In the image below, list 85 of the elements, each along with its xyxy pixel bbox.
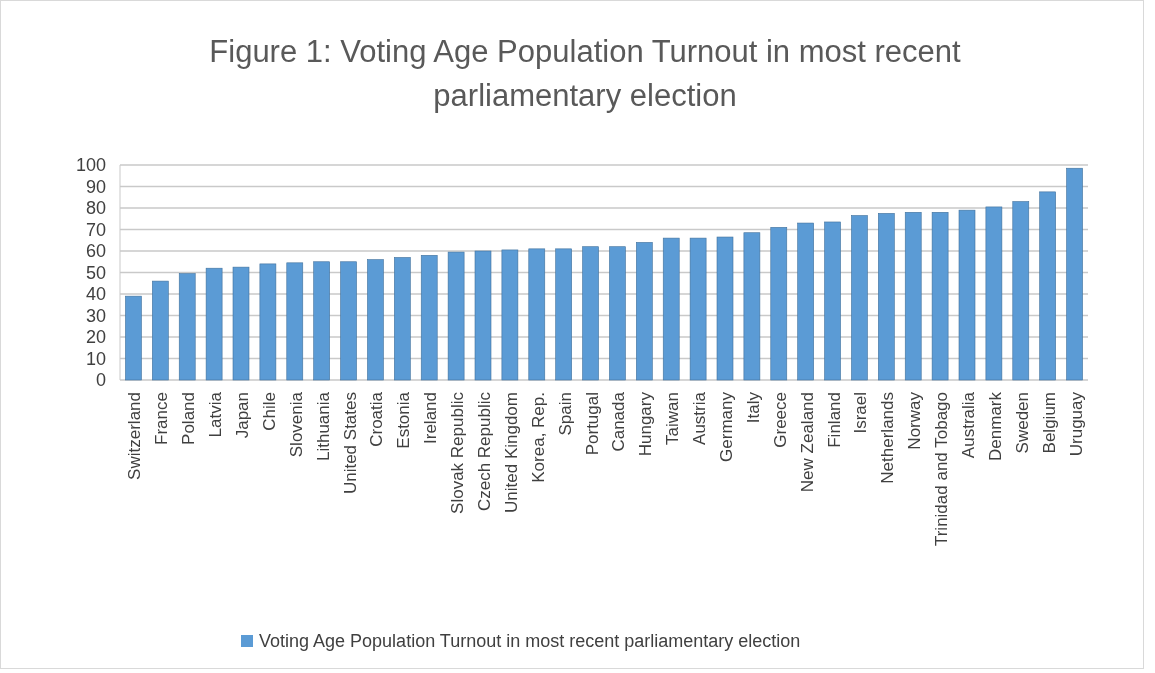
bar — [770, 227, 788, 381]
bar — [152, 280, 169, 381]
y-tick-label: 30 — [85, 305, 106, 326]
y-tick-label: 40 — [85, 284, 106, 305]
x-tick-label: United Kingdom — [501, 392, 521, 513]
bar — [851, 215, 868, 381]
x-tick-label: Lithuania — [313, 391, 333, 462]
bar — [474, 250, 492, 381]
x-tick-label: Israel — [851, 392, 871, 434]
x-tick-label: Portugal — [582, 392, 602, 456]
bar — [259, 263, 277, 381]
bar — [555, 248, 572, 381]
bar — [501, 249, 519, 381]
y-tick-label: 90 — [85, 176, 106, 197]
bar — [313, 261, 330, 381]
x-tick-label: Ireland — [421, 392, 441, 444]
x-tick-label: New Zealand — [797, 392, 817, 493]
y-tick-label: 70 — [85, 219, 106, 240]
x-tick-label: Australia — [958, 391, 978, 459]
bar — [1066, 167, 1083, 381]
x-tick-label: Netherlands — [878, 392, 898, 484]
bar — [125, 295, 142, 381]
bar — [797, 222, 814, 381]
y-tick-label: 10 — [85, 348, 106, 369]
x-tick-label: Finland — [824, 392, 844, 448]
y-tick-label: 60 — [85, 241, 106, 262]
bar — [447, 251, 465, 381]
x-tick-label: Spain — [555, 392, 575, 436]
bar — [1039, 191, 1056, 381]
bar — [420, 255, 438, 381]
bar — [367, 259, 384, 381]
bar — [178, 273, 196, 381]
bar — [716, 236, 734, 381]
y-tick-label: 50 — [85, 262, 106, 283]
legend-label: Voting Age Population Turnout in most recent parliamentary election — [259, 631, 801, 652]
x-tick-label: Croatia — [367, 391, 387, 447]
y-tick-label: 80 — [85, 198, 106, 219]
x-tick-label: Slovak Republic — [448, 391, 468, 514]
bar — [609, 246, 626, 381]
x-tick-label: Trinidad and Tobago — [932, 392, 952, 547]
bar — [743, 232, 761, 381]
bar — [985, 206, 1003, 381]
chart-title: Figure 1: Voting Age Population Turnout in most recent parliamentary election — [209, 34, 962, 113]
x-tick-label: Italy — [743, 391, 763, 424]
x-tick-label: Estonia — [394, 391, 414, 449]
x-tick-label: Latvia — [206, 391, 226, 438]
x-tick-label: Belgium — [1039, 392, 1059, 454]
x-tick-label: Norway — [905, 391, 925, 450]
bar — [340, 261, 357, 381]
x-tick-label: Greece — [770, 392, 790, 448]
x-tick-label: Japan — [232, 392, 252, 439]
bar — [878, 213, 895, 381]
x-tick-label: Poland — [179, 392, 199, 445]
bar — [958, 209, 976, 381]
x-tick-label: Uruguay — [1066, 391, 1086, 457]
x-tick-label: Korea, Rep. — [528, 392, 548, 483]
x-tick-label: United States — [340, 392, 360, 495]
bar — [1012, 201, 1030, 381]
x-tick-label: Hungary — [636, 391, 656, 457]
y-tick-label: 20 — [85, 327, 106, 348]
x-tick-label: Germany — [716, 391, 736, 462]
x-tick-label: Slovenia — [286, 391, 306, 458]
bar — [394, 257, 411, 381]
bar — [689, 237, 707, 381]
x-tick-label: Sweden — [1012, 392, 1032, 454]
x-tick-label: Denmark — [985, 391, 1005, 461]
x-tick-label: Czech Republic — [474, 391, 494, 512]
bar — [824, 221, 841, 381]
bar — [582, 246, 599, 381]
x-tick-label: Austria — [690, 391, 710, 445]
bar — [286, 262, 304, 381]
bar — [662, 237, 680, 381]
x-tick-label: Taiwan — [663, 392, 683, 445]
x-tick-label: Switzerland — [125, 392, 145, 480]
bar — [528, 248, 546, 381]
bar — [205, 267, 223, 381]
x-tick-label: Canada — [609, 391, 629, 452]
y-tick-label: 0 — [95, 370, 106, 391]
x-tick-label: Chile — [259, 392, 279, 431]
x-tick-label: France — [152, 392, 172, 445]
bar — [931, 212, 949, 381]
bar — [232, 266, 250, 381]
bar — [904, 212, 922, 381]
bar — [636, 242, 653, 381]
y-tick-label: 100 — [75, 155, 106, 176]
